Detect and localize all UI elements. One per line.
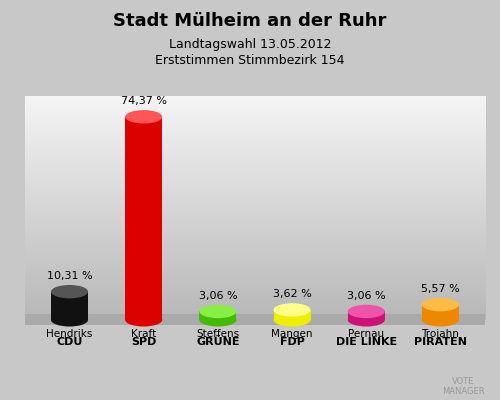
Ellipse shape [274,303,310,317]
Text: 74,37 %: 74,37 % [120,96,166,106]
Text: SPD: SPD [131,337,156,347]
Text: 3,06 %: 3,06 % [347,291,386,301]
Text: FDP: FDP [280,337,304,347]
Text: Hendriks: Hendriks [46,329,92,339]
Text: VOTE
MANAGER: VOTE MANAGER [442,377,485,396]
Ellipse shape [348,305,385,318]
Text: 3,06 %: 3,06 % [198,291,237,301]
Ellipse shape [51,285,88,298]
Bar [125,117,162,320]
Ellipse shape [51,313,88,326]
Bar [422,305,459,320]
Text: Stadt Mülheim an der Ruhr: Stadt Mülheim an der Ruhr [114,12,386,30]
Ellipse shape [274,313,310,326]
Text: Erststimmen Stimmbezirk 154: Erststimmen Stimmbezirk 154 [155,54,345,67]
Text: Kraft: Kraft [131,329,156,339]
Text: 5,57 %: 5,57 % [421,284,460,294]
Text: CDU: CDU [56,337,82,347]
Ellipse shape [200,313,236,326]
Bar [22,314,488,326]
Text: PIRATEN: PIRATEN [414,337,467,347]
Bar [51,292,88,320]
Text: 10,31 %: 10,31 % [46,271,92,281]
Text: GRÜNE: GRÜNE [196,337,240,347]
Ellipse shape [200,305,236,318]
Text: 3,62 %: 3,62 % [272,289,312,299]
Text: Trojahn: Trojahn [422,329,460,339]
Text: Pernau: Pernau [348,329,385,339]
Text: DIE LINKE: DIE LINKE [336,337,397,347]
Text: Mangen: Mangen [272,329,313,339]
Ellipse shape [125,110,162,124]
Ellipse shape [422,313,459,326]
Text: Steffens: Steffens [196,329,240,339]
Ellipse shape [125,313,162,326]
Bar [274,310,310,320]
Text: Landtagswahl 13.05.2012: Landtagswahl 13.05.2012 [169,38,331,51]
Ellipse shape [422,298,459,311]
Bar [200,312,236,320]
Bar [348,312,385,320]
Ellipse shape [348,313,385,326]
